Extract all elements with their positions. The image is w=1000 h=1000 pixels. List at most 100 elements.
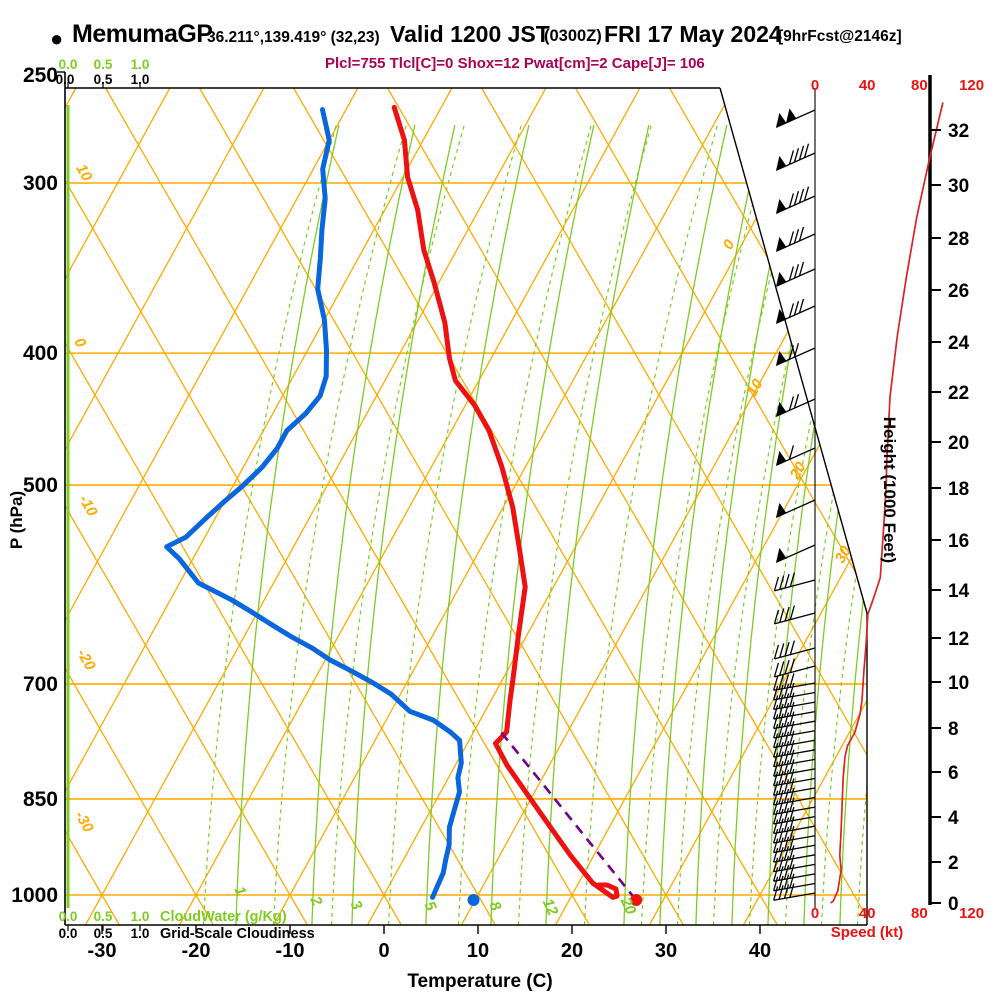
barb-feather [789,759,795,774]
station-bullet-icon: ● [50,26,64,51]
barb-staff [773,777,816,787]
barb-feather [778,808,784,824]
wind-barb [775,393,816,417]
barb-feather [773,723,779,739]
wind-barb [775,226,816,252]
diagonal-border [719,87,868,614]
wind-barb [773,845,816,863]
wind-barb [773,740,816,758]
barb-feather [803,186,810,201]
barb-feather [779,608,785,623]
wind-barb [773,797,816,816]
barb-flag [775,547,787,563]
lcl-parcel-line [500,731,636,899]
mixing-ratio-line [623,124,728,925]
barb-flag [775,401,787,417]
temperature-tick-label: 10 [467,940,489,962]
dry-adiabat-label: 0 [70,335,89,351]
barb-feather [778,694,784,709]
barb-feather [789,572,795,587]
height-tick-label: 4 [948,808,959,829]
speed-profile-line [830,102,944,904]
barb-feather [778,732,784,747]
speed-tick-label-bottom: 120 [959,905,984,922]
mixing-ratio-label: 1 [231,884,250,899]
barb-feather [789,797,795,812]
barb-staff [773,758,816,768]
barb-feather [789,778,795,793]
speed-tick-label-top: 40 [859,77,876,94]
height-tick-label: 24 [948,333,970,354]
barb-feather [783,826,790,842]
barb-feather [778,770,784,785]
barb-feather [789,692,795,707]
height-tick-label: 2 [948,853,959,874]
cloudiness-scale-top: 1.0 [131,72,150,87]
isotherm-line [554,88,867,925]
barb-feather [773,838,779,853]
cloudwater-scale-top: 0.0 [59,57,78,72]
cloudwater-scale-bottom: 0.0 [59,909,78,924]
temperature-tick-label: -30 [88,940,117,962]
barb-feather [783,741,790,756]
valid-date: FRI 17 May 2024 [604,21,782,47]
barb-staff [774,579,816,592]
barb-feather [773,676,779,691]
barb-feather [773,781,779,796]
wind-barb [773,816,816,835]
barb-feather [783,779,790,794]
wind-barb [773,759,816,777]
dry-adiabat-line [292,88,778,925]
barb-feather [778,675,784,690]
forecast-hour-tag: [9hrFcst@2146z] [778,28,902,45]
cloudwater-scale-bottom: 1.0 [131,909,150,924]
wind-barb [773,701,816,720]
pressure-tick-label: 700 [23,673,58,696]
cloudwater-axis-title: CloudWater (g/Kg) [160,909,287,925]
barb-staff [773,730,816,739]
moist-adiabat-dashed-line [517,124,652,925]
barb-feather [773,742,779,758]
barb-feather [783,731,790,746]
barb-feather [778,818,784,833]
pressure-tick-label: 400 [23,342,58,365]
isotherm-line [648,88,867,925]
barb-feather [793,393,800,409]
barb-feather [798,188,805,204]
barb-staff [773,749,816,758]
barb-staff [773,806,816,816]
height-tick-label: 30 [948,176,969,197]
barb-staff [773,835,816,844]
barb-feather [793,190,800,206]
cloudiness-scale-bottom: 0.5 [94,926,113,941]
wind-barb [773,711,816,730]
barb-feather [788,345,795,360]
barb-feather [783,807,790,823]
isotherm-label: 10 [744,376,767,400]
barb-feather [789,873,795,889]
moist-adiabat-dashed-line [640,124,775,925]
isotherm-line [366,88,829,925]
wind-barb [773,864,816,882]
valid-time-utc: (0300Z) [544,27,602,45]
barb-feather [773,685,779,701]
dry-adiabat-line [386,88,867,925]
height-tick-label: 32 [948,121,969,142]
barb-feather [773,828,779,844]
wind-barb [773,854,816,873]
wind-barb [773,883,816,901]
cloudiness-scale-top: 0.5 [94,72,113,87]
wind-barb [773,787,816,806]
barb-staff [774,612,816,625]
barb-feather [778,875,784,890]
barb-feather [793,147,800,163]
cloudwater-scale-top: 1.0 [131,57,150,72]
barb-flag [775,450,787,466]
barb-feather [773,609,780,625]
barb-feather [783,846,790,861]
wind-barb [775,261,816,287]
height-tick-label: 26 [948,281,969,302]
wind-barb [773,605,816,625]
barb-staff [773,825,816,835]
